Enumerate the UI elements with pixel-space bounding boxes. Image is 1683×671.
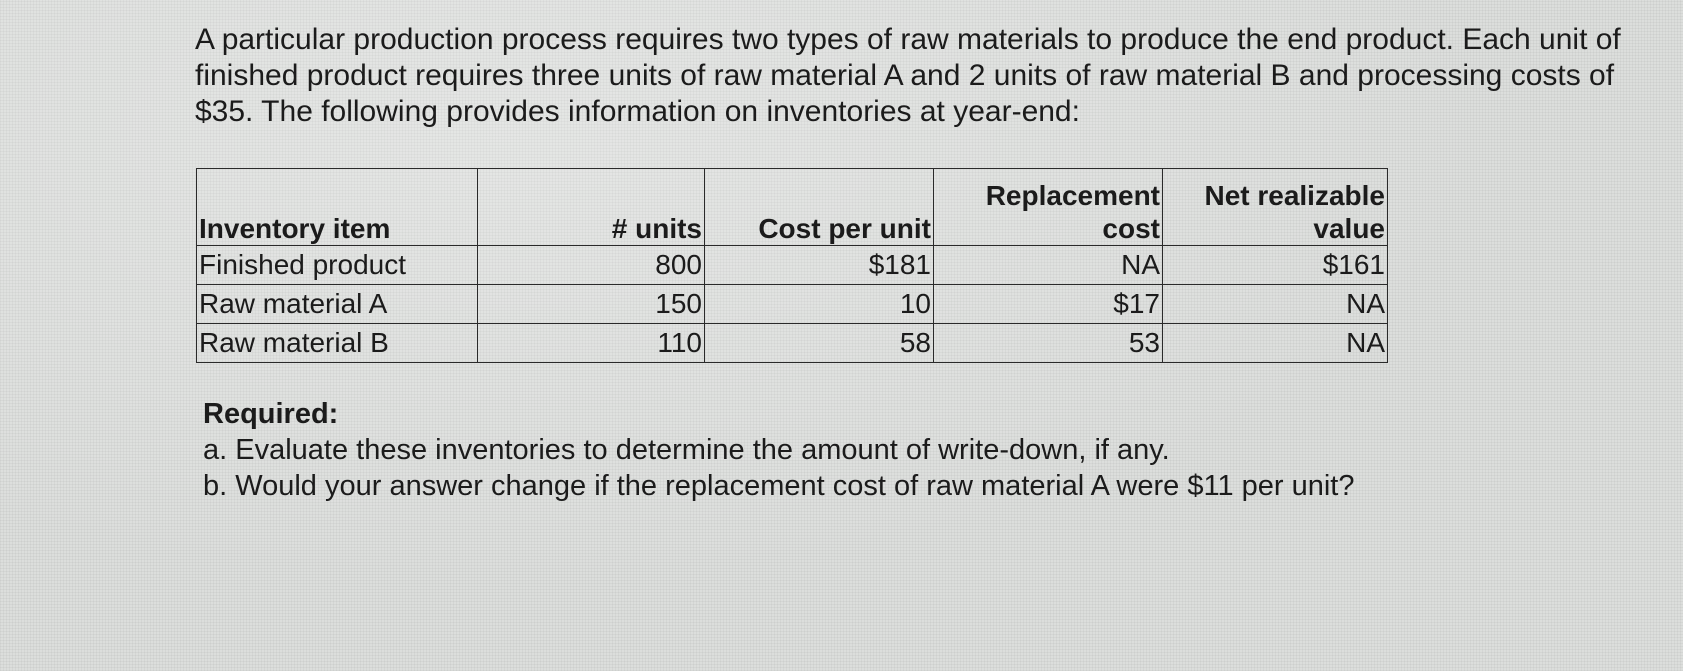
cell-item: Finished product bbox=[196, 245, 478, 285]
cell-units: 800 bbox=[477, 245, 705, 285]
cell-nrv: $161 bbox=[1162, 245, 1388, 285]
table-row: Raw material B 110 58 53 NA bbox=[196, 323, 1388, 363]
required-section: Required: a. Evaluate these inventories … bbox=[203, 396, 1355, 504]
cell-units: 110 bbox=[477, 323, 705, 363]
cell-replacement: $17 bbox=[933, 284, 1163, 324]
intro-paragraph: A particular production process requires… bbox=[195, 23, 1621, 128]
cell-cost: 10 bbox=[704, 284, 934, 324]
header-nrv-line2: value bbox=[1313, 213, 1385, 244]
header-net-realizable-value: Net realizable value bbox=[1162, 168, 1388, 246]
cell-item: Raw material B bbox=[196, 323, 478, 363]
table-row: Raw material A 150 10 $17 NA bbox=[196, 284, 1388, 324]
header-cost-per-unit: Cost per unit bbox=[704, 168, 934, 246]
header-replacement-line1: Replacement bbox=[985, 180, 1160, 211]
cell-nrv: NA bbox=[1162, 284, 1388, 324]
header-inventory-item: Inventory item bbox=[196, 168, 478, 246]
cell-units: 150 bbox=[477, 284, 705, 324]
header-replacement-line2: cost bbox=[1102, 213, 1160, 244]
inventory-table: Inventory item # units Cost per unit Rep… bbox=[196, 168, 1388, 363]
cell-nrv: NA bbox=[1162, 323, 1388, 363]
required-title: Required: bbox=[203, 398, 339, 430]
cell-replacement: NA bbox=[933, 245, 1163, 285]
required-item-a: a. Evaluate these inventories to determi… bbox=[203, 434, 1170, 466]
header-replacement-cost: Replacement cost bbox=[933, 168, 1163, 246]
table-header-row: Inventory item # units Cost per unit Rep… bbox=[196, 168, 1388, 246]
table-row: Finished product 800 $181 NA $161 bbox=[196, 245, 1388, 285]
cell-cost: 58 bbox=[704, 323, 934, 363]
cell-replacement: 53 bbox=[933, 323, 1163, 363]
header-units: # units bbox=[477, 168, 705, 246]
cell-cost: $181 bbox=[704, 245, 934, 285]
required-item-b: b. Would your answer change if the repla… bbox=[203, 470, 1355, 502]
cell-item: Raw material A bbox=[196, 284, 478, 324]
header-nrv-line1: Net realizable bbox=[1204, 180, 1385, 211]
